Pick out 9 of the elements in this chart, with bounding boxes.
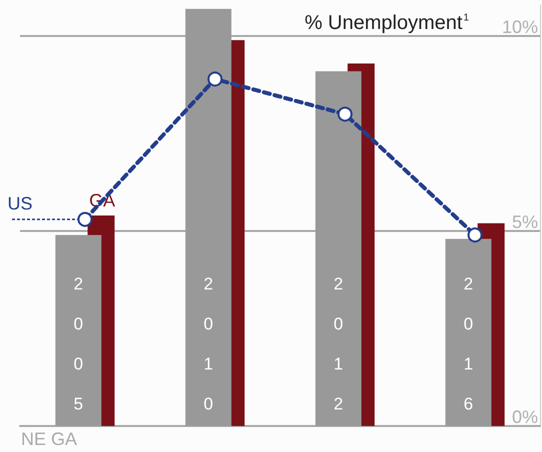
category-label: 2016 — [464, 274, 474, 414]
y-tick-label: 10% — [502, 17, 538, 38]
y-tick-label: 0% — [512, 407, 538, 427]
category-label: 2010 — [204, 274, 214, 414]
series-label: NE GA — [21, 429, 78, 449]
y-tick-label: 5% — [512, 212, 538, 232]
text: US — [7, 193, 32, 214]
category-label: 2005 — [74, 274, 84, 414]
category-label: 2012 — [334, 274, 344, 414]
